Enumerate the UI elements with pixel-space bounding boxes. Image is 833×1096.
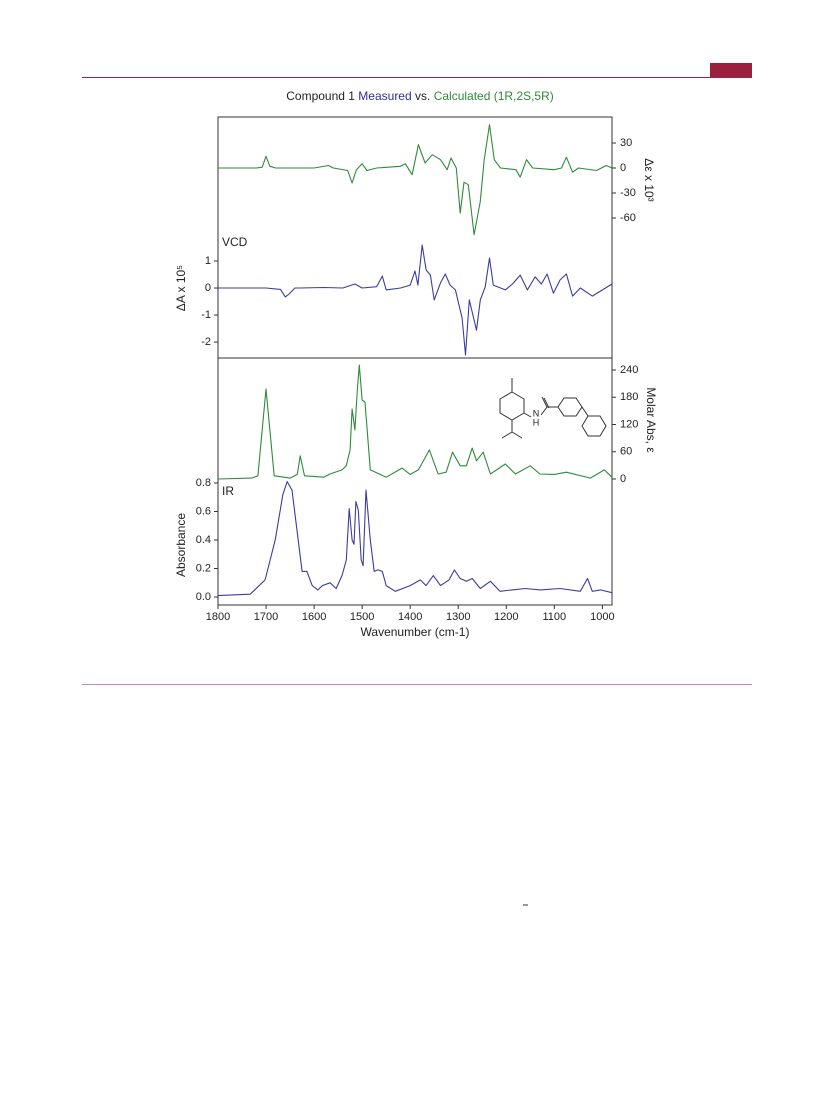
y2-tick-label: -30 (620, 187, 636, 199)
y2-tick-label: 180 (620, 391, 638, 403)
y2-tick-label: 120 (620, 418, 638, 430)
x-tick-label: 1700 (254, 611, 278, 623)
y2-axis-label: Molar Abs, ε (644, 387, 658, 453)
y-tick-label: 0 (205, 282, 211, 294)
title-part: Measured (358, 89, 411, 103)
y-tick-label: 0.6 (196, 505, 211, 517)
x-tick-label: 1300 (446, 611, 470, 623)
y2-tick-label: 60 (620, 446, 632, 458)
molecule (499, 378, 607, 439)
y2-tick-label: 0 (620, 162, 626, 174)
title-part: vs. (412, 89, 434, 103)
panel-label: VCD (222, 235, 248, 249)
y2-tick-label: 30 (620, 137, 632, 149)
y-tick-label: 0.8 (196, 477, 211, 489)
y2-tick-label: 240 (620, 364, 638, 376)
annotation: H (533, 417, 540, 427)
y2-axis-label: Δε x 10³ (642, 158, 656, 201)
x-tick-label: 1000 (590, 611, 614, 623)
spectrum-line (217, 481, 613, 597)
y-axis-label: Absorbance (174, 513, 188, 577)
y-tick-label: 0.4 (196, 534, 211, 546)
x-tick-label: 1400 (398, 611, 422, 623)
y2-tick-label: 0 (620, 473, 626, 485)
title-part: Calculated (1R,2S,5R) (434, 89, 554, 103)
x-tick-label: 1500 (350, 611, 374, 623)
title-part: Compound 1 (286, 89, 358, 103)
panel-label: IR (222, 484, 234, 498)
y-axis-label: ΔA x 10⁵ (174, 265, 188, 311)
x-axis-label: Wavenumber (cm-1) (361, 625, 470, 639)
spectrum-line (218, 244, 613, 356)
spectrum-line (218, 124, 613, 236)
x-tick-label: 1200 (494, 611, 518, 623)
y-tick-label: 0.2 (196, 562, 211, 574)
y-tick-label: 1 (205, 255, 211, 267)
y-tick-label: -1 (201, 309, 211, 321)
spectrum-line (217, 364, 613, 480)
y-tick-label: -2 (201, 336, 211, 348)
plot-frame (217, 357, 613, 606)
annotation: N (533, 408, 540, 418)
chart-title: Compound 1 Measured vs. Calculated (1R,2… (286, 89, 554, 103)
y-tick-label: 0.0 (196, 591, 211, 603)
plot-frame (217, 116, 613, 359)
x-tick-label: 1600 (302, 611, 326, 623)
y2-tick-label: -60 (620, 212, 636, 224)
x-tick-label: 1800 (206, 611, 230, 623)
header-tab (710, 63, 752, 77)
x-tick-label: 1100 (543, 611, 567, 623)
